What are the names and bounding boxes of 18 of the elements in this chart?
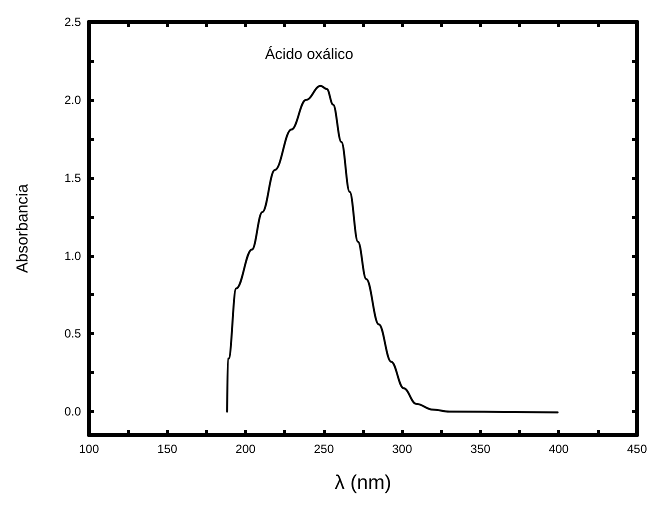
y-tick-label: 0.0	[64, 404, 82, 419]
y-tick-label: 2.5	[64, 15, 82, 29]
line-series	[226, 84, 559, 414]
x-axis-title: λ (nm)	[334, 472, 392, 494]
x-tick-label: 100	[78, 442, 100, 456]
x-tick-label: 150	[157, 442, 178, 456]
x-tick-label: 250	[314, 442, 334, 456]
x-tick-label: 450	[626, 442, 648, 456]
y-tick-label: 2.0	[64, 92, 82, 107]
text: Ácido oxálico	[265, 45, 354, 63]
y-tick-label: 1.0	[64, 248, 82, 263]
y-axis-title: Absorbancia	[14, 184, 32, 273]
x-tick-label: 200	[236, 442, 256, 456]
y-tick-label: 0.5	[64, 326, 82, 341]
x-tick-label: 400	[548, 442, 570, 456]
x-tick-label: 350	[470, 442, 491, 456]
y-tick-label: 1.5	[64, 170, 82, 185]
x-tick-label: 300	[392, 442, 412, 456]
